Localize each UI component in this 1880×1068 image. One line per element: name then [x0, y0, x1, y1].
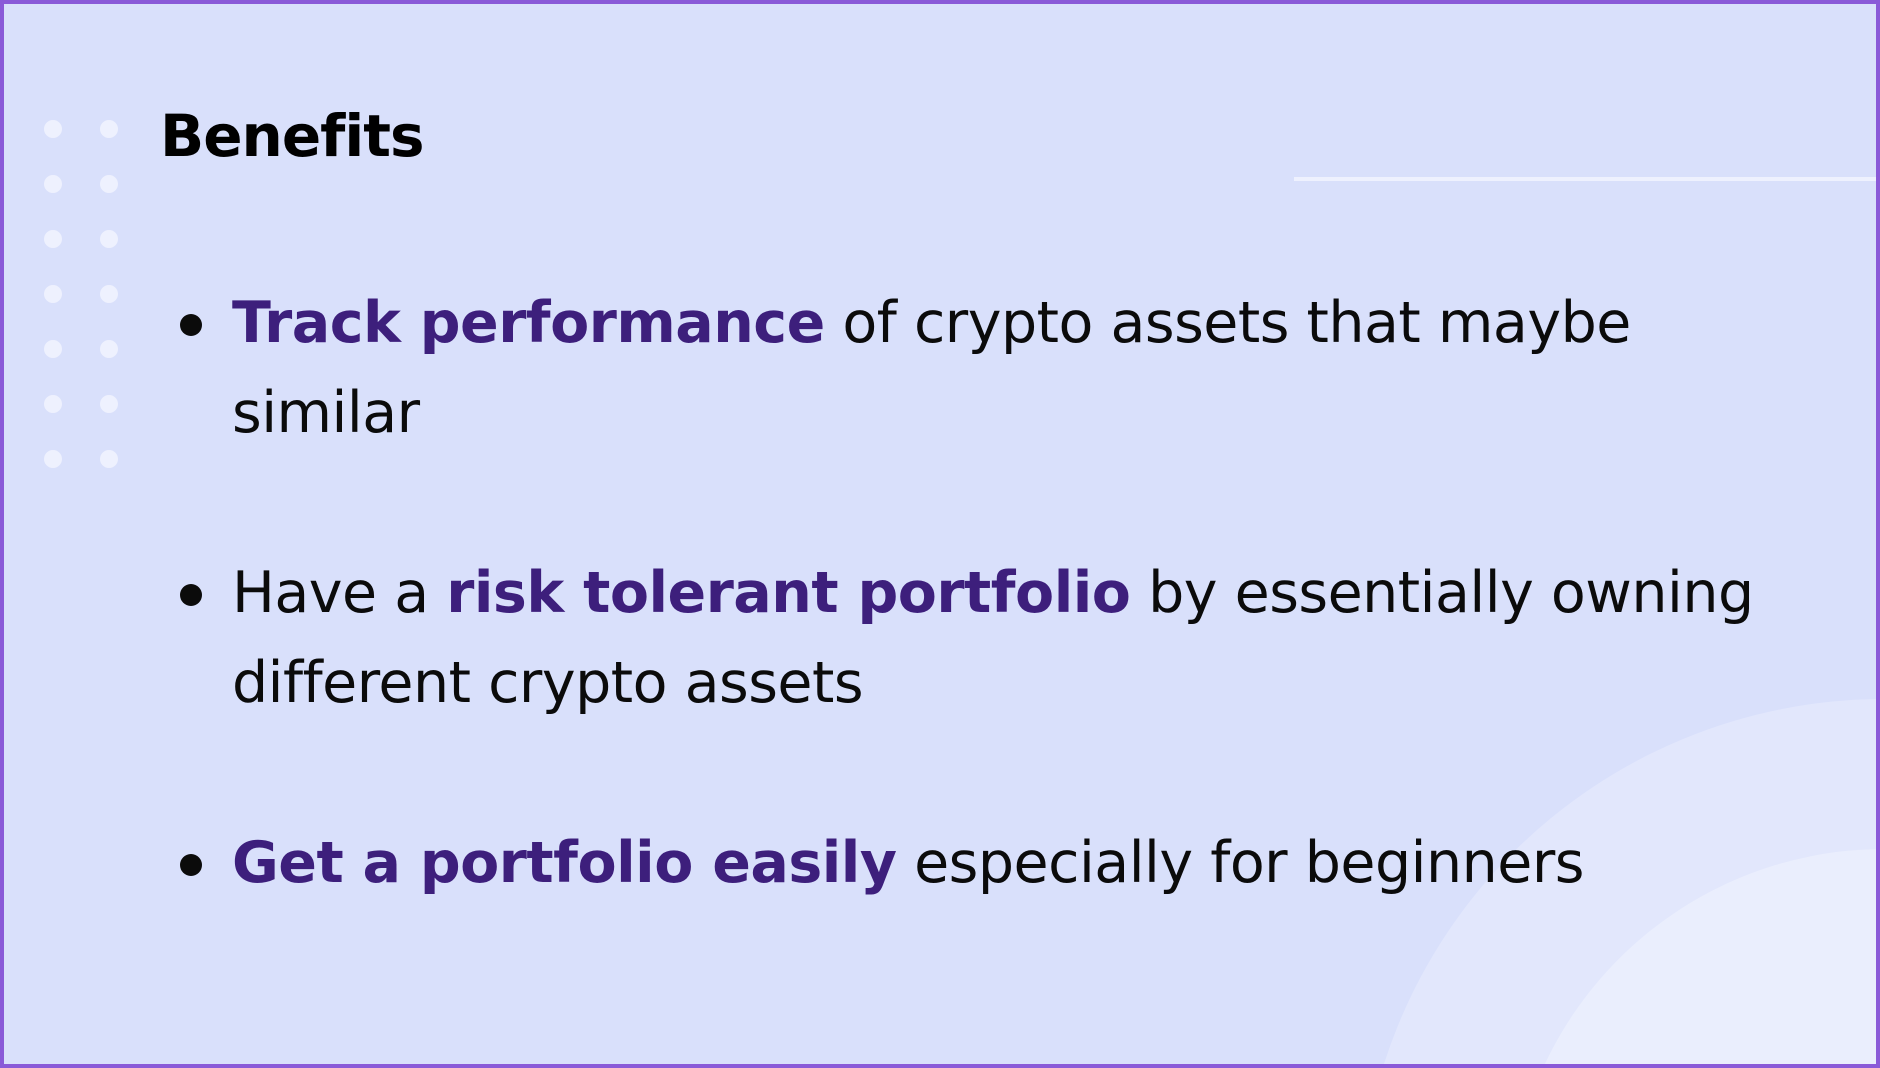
decorative-dot-grid	[44, 120, 124, 480]
slide-title: Benefits	[160, 102, 425, 170]
dot	[100, 285, 118, 303]
decorative-arcs	[1384, 699, 1876, 1064]
dot	[44, 175, 62, 193]
benefit-text-post: especially for beginners	[896, 830, 1584, 896]
dot	[44, 450, 62, 468]
benefit-highlight: risk tolerant portfolio	[446, 560, 1131, 626]
decorative-rule	[1294, 177, 1876, 181]
dot	[44, 120, 62, 138]
dot	[100, 120, 118, 138]
benefit-text-pre: Have a	[232, 560, 447, 626]
dot	[100, 450, 118, 468]
benefit-text-post: of crypto assets that maybe similar	[232, 290, 1631, 446]
dot	[44, 230, 62, 248]
benefit-item-portfolio-easily: Get a portfolio easily especially for be…	[180, 818, 1772, 908]
benefit-item-track-performance: Track performance of crypto assets that …	[180, 278, 1772, 458]
dot	[100, 230, 118, 248]
dot	[44, 340, 62, 358]
dot	[44, 285, 62, 303]
dot	[100, 340, 118, 358]
benefit-item-risk-tolerant-portfolio: Have a risk tolerant portfolio by essent…	[180, 548, 1772, 728]
benefit-highlight: Get a portfolio easily	[232, 830, 897, 896]
decorative-arc-inner	[1544, 849, 1876, 1064]
benefit-text-post: by essentially owning different crypto a…	[232, 560, 1754, 716]
benefit-highlight: Track performance	[232, 290, 825, 356]
dot	[100, 395, 118, 413]
dot	[44, 395, 62, 413]
dot	[100, 175, 118, 193]
benefits-list: Track performance of crypto assets that …	[180, 278, 1772, 908]
